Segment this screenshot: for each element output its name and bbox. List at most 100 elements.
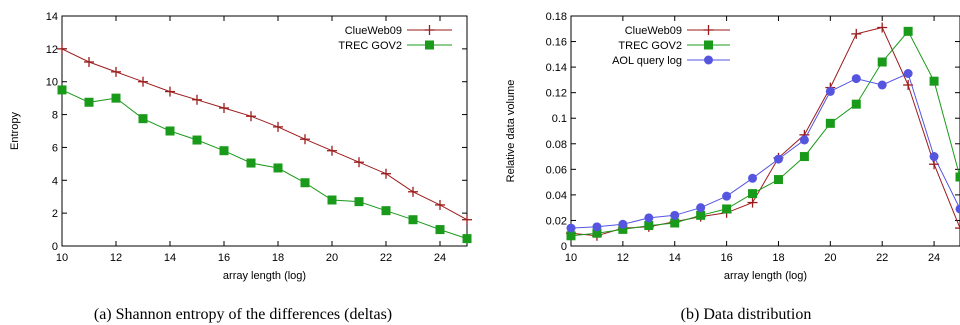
series-line-gov2 xyxy=(570,30,960,237)
data-point xyxy=(670,218,680,228)
data-point xyxy=(192,94,202,105)
data-point xyxy=(618,224,628,234)
data-point xyxy=(165,86,175,97)
y-tick-label: 10 xyxy=(46,77,58,89)
x-tick-label: 12 xyxy=(617,252,629,264)
data-point xyxy=(903,26,913,36)
series-gov2 xyxy=(57,85,472,244)
data-point xyxy=(354,157,364,168)
data-point xyxy=(408,215,418,225)
data-point xyxy=(877,80,887,90)
legend-marker xyxy=(704,55,713,65)
x-tick-label: 16 xyxy=(720,252,732,264)
x-tick-label: 14 xyxy=(164,252,176,264)
data-point xyxy=(773,175,783,185)
data-point xyxy=(670,210,680,220)
y-tick-label: 0.02 xyxy=(546,215,567,227)
x-axis-label: array length (log) xyxy=(223,270,306,282)
data-point xyxy=(138,114,148,124)
y-tick-label: 14 xyxy=(46,11,58,23)
x-tick-label: 10 xyxy=(56,252,68,264)
data-point xyxy=(929,76,939,86)
y-tick-label: 0.12 xyxy=(546,88,567,100)
series-aol xyxy=(566,69,960,233)
data-point xyxy=(273,163,283,173)
data-point xyxy=(696,210,706,220)
series-line-aol xyxy=(570,72,960,229)
data-point xyxy=(57,43,67,54)
plot-frame-a xyxy=(61,15,468,247)
y-tick-label: 6 xyxy=(52,142,58,154)
data-point xyxy=(566,231,576,241)
x-axis-label: array length (log) xyxy=(724,270,807,282)
x-tick-label: 24 xyxy=(434,252,446,264)
legend-marker xyxy=(704,40,713,50)
data-point xyxy=(435,225,445,235)
data-point xyxy=(644,213,654,223)
data-point xyxy=(300,134,310,145)
data-point xyxy=(799,152,809,162)
data-point xyxy=(111,93,121,103)
data-point xyxy=(435,199,445,210)
data-point xyxy=(138,76,148,87)
legend-entry-gov2: TREC GOV2 xyxy=(618,40,730,52)
y-axis-label: Entropy xyxy=(9,112,21,150)
series-gov2 xyxy=(566,26,960,241)
x-tick-label: 16 xyxy=(218,252,230,264)
legend-label: ClueWeb09 xyxy=(345,25,402,37)
data-point xyxy=(381,168,391,179)
legend-label: ClueWeb09 xyxy=(625,25,682,37)
x-tick-label: 22 xyxy=(876,252,888,264)
data-point xyxy=(851,99,861,109)
data-point xyxy=(165,126,175,136)
data-point xyxy=(825,86,835,96)
legend-marker xyxy=(424,25,435,35)
data-point xyxy=(566,223,576,233)
plot-frame-b xyxy=(570,15,960,247)
legend-entry-aol: AOL query log xyxy=(612,55,730,67)
legend-entry-clueweb: ClueWeb09 xyxy=(625,25,730,37)
y-tick-label: 0.06 xyxy=(546,164,567,176)
legend-label: TREC GOV2 xyxy=(618,40,682,52)
y-tick-label: 0.1 xyxy=(552,113,567,125)
caption-b: (b) Data distribution xyxy=(681,306,812,323)
data-point xyxy=(748,173,758,183)
x-tick-label: 14 xyxy=(669,252,681,264)
y-tick-label: 0 xyxy=(52,241,58,253)
data-point xyxy=(300,178,310,188)
data-point xyxy=(219,103,229,113)
data-point xyxy=(825,118,835,128)
data-point xyxy=(722,204,732,214)
data-point xyxy=(955,172,960,182)
y-tick-label: 8 xyxy=(52,110,58,122)
data-point xyxy=(877,57,887,67)
data-point xyxy=(111,66,121,77)
series-line-gov2 xyxy=(61,89,468,240)
data-point xyxy=(327,145,337,156)
y-tick-label: 12 xyxy=(46,44,58,56)
x-tick-label: 20 xyxy=(824,252,836,264)
data-point xyxy=(462,234,472,244)
data-point xyxy=(955,204,960,214)
data-point xyxy=(748,189,758,199)
x-tick-label: 10 xyxy=(565,252,577,264)
x-tick-label: 24 xyxy=(928,252,940,264)
legend-marker xyxy=(425,40,434,50)
data-point xyxy=(246,111,256,122)
y-axis-label: Relative data volume xyxy=(505,80,517,183)
chart-distribution: 0 0.02 0.04 0.06 0.08 0.1 0.12 0.14 0.16 0.18 10 12… xyxy=(505,11,960,282)
data-point xyxy=(192,135,202,145)
data-point xyxy=(877,22,888,33)
x-tick-label: 20 xyxy=(326,252,338,264)
data-point xyxy=(246,158,256,168)
data-point xyxy=(592,228,602,238)
legend-entry-clueweb: ClueWeb09 xyxy=(345,25,452,37)
data-point xyxy=(644,221,654,231)
y-tick-label: 0.18 xyxy=(546,11,567,23)
data-point xyxy=(799,135,809,145)
data-point xyxy=(696,203,706,213)
y-tick-label: 0.14 xyxy=(546,62,567,74)
data-point xyxy=(354,197,364,207)
